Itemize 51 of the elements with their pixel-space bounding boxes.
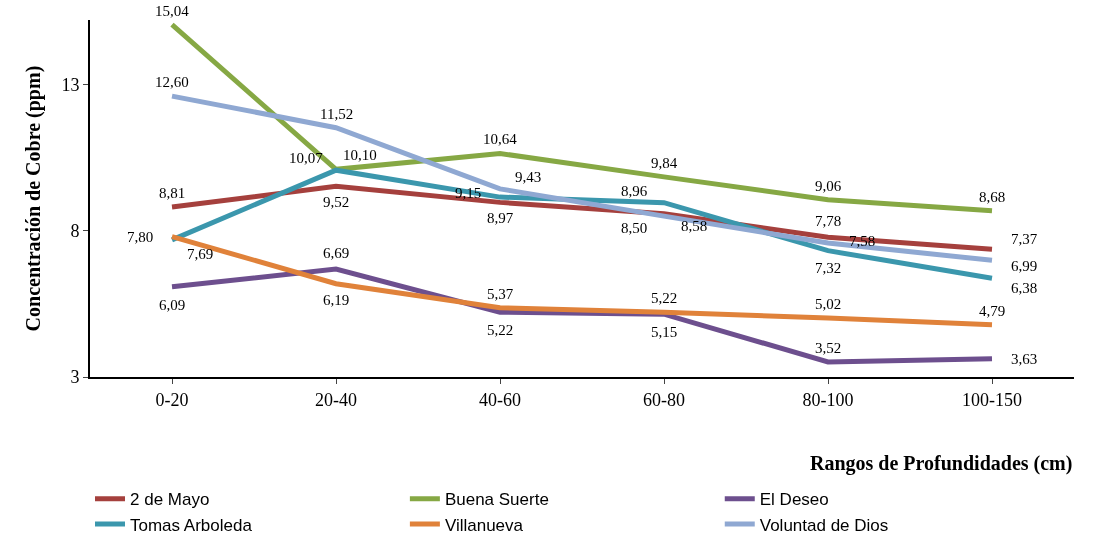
- data-label: 10,10: [343, 147, 377, 163]
- y-tick-label: 13: [61, 74, 80, 95]
- data-label: 6,09: [159, 297, 186, 313]
- legend-label: Voluntad de Dios: [759, 515, 889, 535]
- x-tick-label: 100-150: [962, 389, 1022, 410]
- data-label: 6,99: [1011, 258, 1038, 274]
- legend-label: Tomas Arboleda: [130, 515, 253, 535]
- data-label: 9,52: [323, 194, 350, 210]
- data-label: 8,58: [681, 218, 708, 234]
- data-label: 15,04: [155, 3, 190, 19]
- y-tick-label: 8: [70, 221, 80, 242]
- data-label: 9,84: [651, 155, 678, 171]
- legend-label: Villanueva: [444, 515, 524, 535]
- data-label: 7,37: [1011, 231, 1038, 247]
- data-label: 3,52: [815, 340, 842, 356]
- data-label: 8,97: [487, 210, 514, 226]
- x-tick-label: 80-100: [802, 389, 854, 410]
- data-label: 9,06: [815, 178, 842, 194]
- data-label: 6,69: [323, 245, 350, 261]
- data-label: 3,63: [1011, 351, 1038, 367]
- legend-label: Buena Suerte: [444, 490, 549, 510]
- data-label: 5,22: [487, 322, 514, 338]
- data-label: 11,52: [320, 106, 354, 122]
- data-label: 4,79: [979, 303, 1006, 319]
- data-label: 7,80: [127, 229, 154, 245]
- x-tick-label: 60-80: [643, 389, 685, 410]
- data-label: 8,81: [159, 185, 186, 201]
- data-label: 6,19: [323, 292, 350, 308]
- data-label: 5,02: [815, 296, 842, 312]
- data-label: 7,32: [815, 260, 842, 276]
- x-tick-label: 20-40: [315, 389, 357, 410]
- data-label: 5,15: [651, 324, 678, 340]
- x-tick-label: 40-60: [479, 389, 521, 410]
- data-label: 5,37: [487, 286, 514, 302]
- x-tick-label: 0-20: [155, 389, 189, 410]
- data-label: 8,68: [979, 189, 1006, 205]
- data-label: 8,96: [621, 183, 648, 199]
- data-label: 7,69: [187, 246, 214, 262]
- data-label: 10,07: [289, 150, 324, 166]
- legend-label: 2 de Mayo: [130, 490, 210, 510]
- x-axis-title: Rangos de Profundidades (cm): [810, 452, 1073, 475]
- data-label: 5,22: [651, 290, 678, 306]
- data-label: 7,78: [815, 213, 842, 229]
- data-label: 6,38: [1011, 280, 1038, 296]
- legend-label: El Deseo: [759, 490, 829, 510]
- data-label: 12,60: [155, 74, 189, 90]
- data-label: 10,64: [483, 131, 518, 147]
- y-axis-title: Concentración de Cobre (ppm): [22, 65, 46, 332]
- data-label: 9,43: [515, 169, 542, 185]
- y-tick-label: 3: [70, 367, 80, 388]
- data-label: 8,50: [621, 220, 648, 236]
